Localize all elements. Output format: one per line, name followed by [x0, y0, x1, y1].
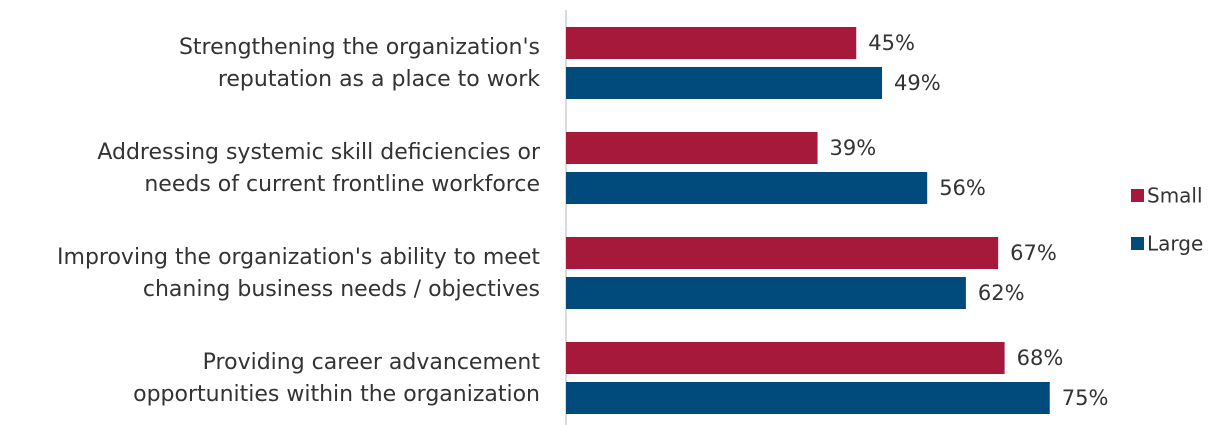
value-label: 49%: [894, 71, 941, 95]
category-label: opportunities within the organization: [133, 382, 540, 407]
bar: [566, 27, 857, 59]
category-label: Strengthening the organization's: [179, 35, 540, 60]
value-label: 56%: [939, 176, 986, 200]
category-label: needs of current frontline workforce: [144, 172, 540, 197]
bar: [566, 67, 883, 99]
bar: [566, 172, 928, 204]
category-label: Addressing systemic skill deficiencies o…: [97, 140, 541, 165]
category-label: Improving the organization's ability to …: [57, 245, 540, 270]
value-label: 75%: [1062, 386, 1109, 410]
category-label: reputation as a place to work: [218, 67, 540, 92]
value-label: 67%: [1010, 241, 1057, 265]
legend-label: Small: [1147, 184, 1203, 208]
bar: [566, 277, 966, 309]
value-label: 62%: [978, 281, 1025, 305]
category-label: Providing career advancement: [203, 350, 541, 375]
bar: [566, 382, 1050, 414]
legend-swatch: [1131, 237, 1144, 250]
bar: [566, 237, 999, 269]
bar: [566, 132, 818, 164]
legend-swatch: [1131, 189, 1144, 202]
legend-label: Large: [1147, 232, 1203, 256]
category-label: chaning business needs / objectives: [143, 277, 540, 302]
bar: [566, 342, 1005, 374]
value-label: 39%: [830, 136, 877, 160]
value-label: 68%: [1017, 346, 1064, 370]
value-label: 45%: [868, 31, 915, 55]
